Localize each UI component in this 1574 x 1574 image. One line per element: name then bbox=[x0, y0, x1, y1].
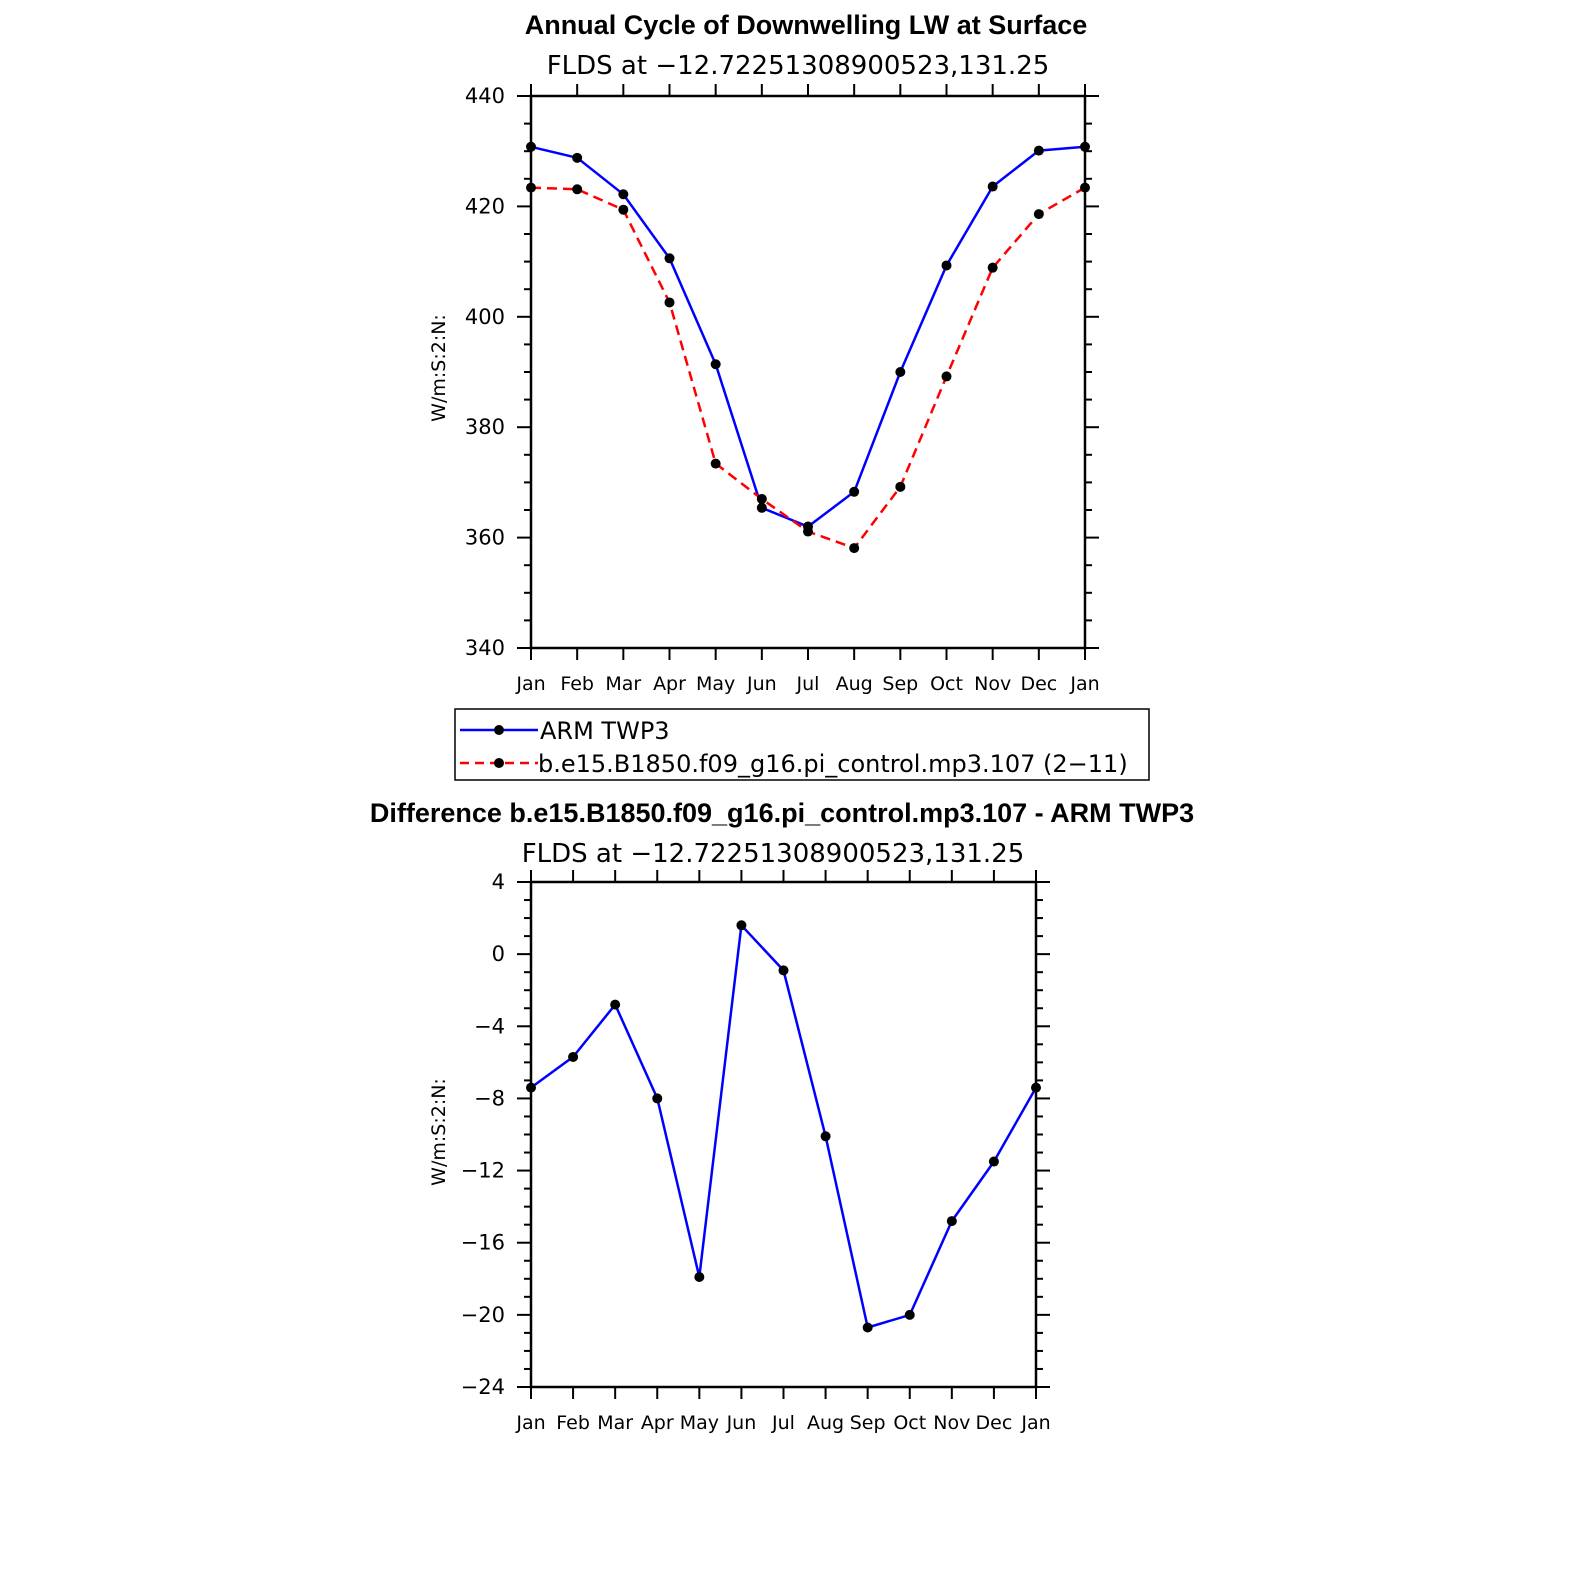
chart1-subtitle: FLDS at −12.72251308900523,131.25 bbox=[547, 51, 1050, 81]
data-point-0 bbox=[1031, 1082, 1041, 1093]
data-point-0 bbox=[526, 1082, 536, 1093]
x-tick-label: Mar bbox=[597, 1412, 633, 1434]
data-point-1 bbox=[1033, 209, 1044, 220]
data-point-0 bbox=[1080, 141, 1090, 152]
data-point-1 bbox=[526, 182, 536, 193]
data-point-0 bbox=[572, 152, 583, 163]
data-point-1 bbox=[664, 297, 675, 308]
y-tick-label: 400 bbox=[465, 305, 505, 329]
x-tick-label: Dec bbox=[976, 1412, 1013, 1434]
data-point-1 bbox=[756, 493, 767, 504]
y-tick-label: 0 bbox=[492, 942, 505, 966]
data-point-0 bbox=[987, 181, 998, 192]
data-point-0 bbox=[895, 367, 906, 377]
data-point-0 bbox=[664, 253, 675, 264]
x-tick-label: May bbox=[680, 1412, 719, 1434]
data-point-0 bbox=[618, 189, 629, 200]
x-tick-label: Jul bbox=[771, 1412, 795, 1434]
data-point-0 bbox=[988, 1156, 999, 1167]
chart2-plot: −24 −20 −16 −12 −8 −4 0 4 Jan Feb Mar Apr May Jun Jul A… bbox=[461, 870, 1051, 1434]
x-tick-label: Jun bbox=[726, 1412, 757, 1434]
y-tick-label: 420 bbox=[465, 194, 505, 218]
data-point-0 bbox=[941, 260, 952, 271]
data-point-0 bbox=[652, 1093, 663, 1104]
y-tick-label: 340 bbox=[465, 636, 505, 660]
data-point-0 bbox=[820, 1131, 831, 1142]
data-point-1 bbox=[572, 184, 583, 195]
y-tick-label: −4 bbox=[474, 1014, 505, 1038]
legend-box bbox=[454, 708, 1150, 781]
chart1-y-axis-label: W/m:S:2:N: bbox=[428, 314, 450, 422]
chart2-y-axis-label: W/m:S:2:N: bbox=[428, 1078, 450, 1186]
x-tick-label: Mar bbox=[605, 673, 641, 695]
data-point-1 bbox=[941, 371, 952, 382]
data-point-1 bbox=[849, 543, 860, 554]
x-tick-label: May bbox=[696, 673, 735, 695]
x-tick-label: Aug bbox=[836, 673, 873, 695]
y-tick-label: 440 bbox=[465, 84, 505, 108]
x-tick-label: Oct bbox=[930, 673, 963, 695]
series-line-0 bbox=[530, 924, 1038, 1329]
data-point-0 bbox=[849, 486, 860, 497]
data-point-0 bbox=[736, 920, 747, 931]
x-tick-label: Feb bbox=[560, 673, 594, 695]
y-tick-label: 380 bbox=[465, 415, 505, 439]
x-tick-label: Nov bbox=[933, 1412, 970, 1434]
y-tick-label: −20 bbox=[461, 1303, 505, 1327]
x-tick-label: Jun bbox=[746, 673, 777, 695]
data-point-0 bbox=[904, 1309, 915, 1320]
x-tick-label: Jan bbox=[515, 673, 545, 695]
series-line-0 bbox=[530, 145, 1086, 528]
data-point-0 bbox=[778, 965, 789, 976]
x-tick-label: Jul bbox=[796, 673, 820, 695]
chart2-subtitle: FLDS at −12.72251308900523,131.25 bbox=[522, 839, 1025, 869]
x-tick-label: Jan bbox=[515, 1412, 545, 1434]
x-tick-label: Sep bbox=[882, 673, 918, 695]
data-point-1 bbox=[1080, 182, 1090, 193]
chart1-plot: 340 360 380 400 420 440 Jan Feb Mar Apr May Jun Jul A… bbox=[465, 84, 1100, 695]
data-point-0 bbox=[946, 1216, 957, 1227]
x-tick-label: Jan bbox=[1020, 1412, 1050, 1434]
chart2-title: Difference b.e15.B1850.f09_g16.pi_contro… bbox=[370, 798, 1194, 828]
x-tick-label: Sep bbox=[850, 1412, 886, 1434]
series-line-1 bbox=[530, 186, 1086, 550]
data-point-0 bbox=[756, 502, 767, 513]
legend-marker-arm bbox=[494, 725, 504, 735]
x-tick-label: Apr bbox=[653, 673, 686, 695]
data-point-1 bbox=[618, 204, 629, 215]
chart1-legend: ARM TWP3 b.e15.B1850.f09_g16.pi_control.… bbox=[454, 708, 1150, 781]
data-point-0 bbox=[710, 359, 721, 370]
x-tick-label: Apr bbox=[641, 1412, 674, 1434]
data-point-1 bbox=[895, 481, 906, 492]
data-point-1 bbox=[987, 262, 998, 273]
data-point-0 bbox=[1033, 145, 1044, 156]
plot-frame bbox=[529, 880, 1038, 1389]
data-point-0 bbox=[610, 999, 621, 1010]
y-tick-label: 360 bbox=[465, 526, 505, 550]
data-point-1 bbox=[803, 526, 813, 537]
legend-marker-model bbox=[494, 758, 504, 768]
x-tick-label: Jan bbox=[1069, 673, 1099, 695]
x-tick-label: Nov bbox=[974, 673, 1011, 695]
data-point-0 bbox=[526, 141, 536, 152]
legend-label-model: b.e15.B1850.f09_g16.pi_control.mp3.107 (… bbox=[538, 750, 1128, 778]
data-point-0 bbox=[694, 1271, 705, 1282]
y-tick-label: −12 bbox=[461, 1159, 505, 1183]
y-tick-label: −16 bbox=[461, 1231, 505, 1255]
chart1-title: Annual Cycle of Downwelling LW at Surfac… bbox=[525, 10, 1088, 40]
x-tick-label: Dec bbox=[1020, 673, 1057, 695]
x-tick-label: Feb bbox=[556, 1412, 590, 1434]
data-point-0 bbox=[862, 1322, 873, 1333]
data-point-0 bbox=[568, 1051, 579, 1062]
x-tick-label: Oct bbox=[893, 1412, 926, 1434]
legend-label-arm: ARM TWP3 bbox=[540, 717, 670, 745]
data-point-1 bbox=[710, 458, 721, 469]
y-tick-label: −8 bbox=[474, 1086, 505, 1110]
y-tick-label: −24 bbox=[461, 1375, 505, 1399]
y-tick-label: 4 bbox=[492, 870, 505, 894]
x-tick-label: Aug bbox=[807, 1412, 844, 1434]
